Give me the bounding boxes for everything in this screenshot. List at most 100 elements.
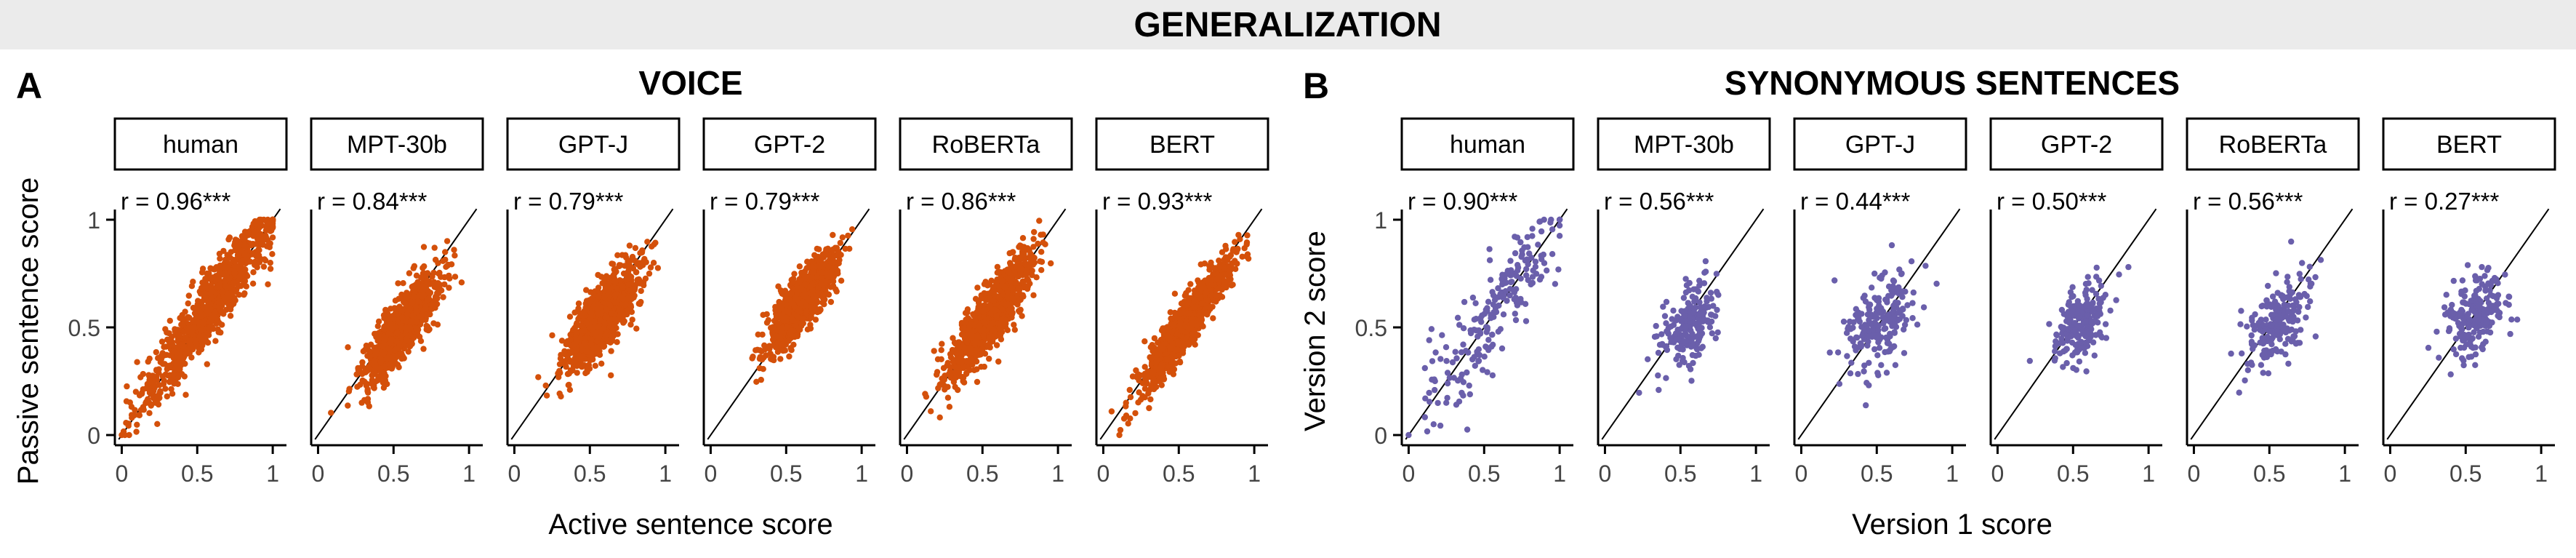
y-tick-label: 1 bbox=[87, 207, 100, 234]
data-point bbox=[235, 283, 241, 290]
data-point bbox=[610, 329, 617, 335]
data-point bbox=[565, 370, 571, 378]
data-point bbox=[590, 324, 596, 330]
data-point bbox=[381, 337, 388, 343]
data-point bbox=[441, 281, 448, 288]
data-point bbox=[164, 329, 170, 336]
data-point bbox=[249, 223, 256, 230]
data-point bbox=[206, 319, 212, 325]
data-point bbox=[222, 264, 229, 271]
data-point bbox=[549, 332, 555, 339]
data-point bbox=[442, 249, 449, 255]
data-point bbox=[230, 279, 237, 286]
data-point bbox=[202, 284, 209, 290]
data-point bbox=[243, 283, 249, 290]
data-point bbox=[611, 270, 618, 276]
data-point bbox=[588, 351, 595, 357]
data-point bbox=[232, 288, 239, 295]
data-point bbox=[190, 324, 198, 331]
data-point bbox=[246, 258, 254, 265]
x-tick-label: 0 bbox=[508, 461, 521, 487]
data-point bbox=[409, 312, 416, 319]
data-point bbox=[1038, 249, 1045, 255]
correlation-label: r = 0.86*** bbox=[906, 188, 1016, 215]
data-point bbox=[345, 344, 351, 351]
data-point bbox=[211, 314, 218, 320]
data-point bbox=[939, 340, 945, 347]
data-point bbox=[208, 287, 214, 294]
data-point bbox=[138, 391, 145, 397]
data-point bbox=[393, 305, 399, 312]
data-point bbox=[803, 265, 810, 271]
data-point bbox=[980, 327, 987, 333]
data-point bbox=[944, 394, 952, 401]
data-point bbox=[1016, 244, 1022, 250]
data-point bbox=[359, 359, 366, 366]
data-point bbox=[622, 252, 629, 258]
data-point bbox=[236, 252, 242, 259]
data-point bbox=[269, 251, 276, 258]
data-point bbox=[1011, 256, 1019, 263]
data-point bbox=[949, 346, 956, 354]
data-point bbox=[199, 279, 206, 286]
data-point bbox=[996, 268, 1003, 276]
data-point bbox=[195, 298, 201, 304]
data-point bbox=[257, 223, 264, 229]
data-point bbox=[601, 325, 607, 332]
data-point bbox=[1030, 292, 1037, 298]
data-point bbox=[625, 281, 633, 288]
data-point bbox=[986, 334, 992, 341]
data-point bbox=[401, 355, 407, 362]
data-point bbox=[819, 260, 826, 267]
data-point bbox=[974, 378, 981, 386]
facet-label: GPT-J bbox=[558, 131, 628, 159]
data-point bbox=[231, 270, 238, 276]
data-point bbox=[241, 290, 248, 297]
data-point bbox=[995, 358, 1002, 365]
data-point bbox=[607, 339, 614, 346]
data-point bbox=[603, 306, 610, 314]
data-point bbox=[583, 319, 590, 326]
data-point bbox=[217, 329, 224, 336]
data-point bbox=[123, 398, 130, 404]
data-point bbox=[434, 322, 441, 328]
data-point bbox=[251, 228, 258, 235]
data-point bbox=[595, 293, 602, 300]
data-point bbox=[987, 344, 993, 351]
data-point bbox=[614, 285, 620, 292]
data-point bbox=[1009, 249, 1016, 256]
data-point bbox=[619, 294, 625, 300]
data-point bbox=[782, 317, 790, 324]
data-point bbox=[432, 305, 438, 311]
data-point bbox=[126, 431, 132, 439]
data-point bbox=[588, 340, 595, 348]
data-point bbox=[611, 316, 619, 322]
data-point bbox=[134, 421, 140, 428]
data-point bbox=[566, 314, 574, 320]
data-point bbox=[573, 336, 580, 343]
data-point bbox=[410, 286, 417, 292]
facet-label: BERT bbox=[1149, 131, 1215, 159]
data-point bbox=[968, 349, 974, 356]
data-point bbox=[377, 358, 385, 365]
data-point bbox=[180, 322, 186, 328]
data-point bbox=[785, 308, 793, 314]
data-point bbox=[974, 366, 980, 372]
data-point bbox=[581, 327, 588, 334]
data-point bbox=[133, 429, 140, 435]
data-point bbox=[1004, 327, 1011, 333]
data-point bbox=[561, 350, 568, 356]
data-point bbox=[385, 330, 392, 337]
data-point bbox=[169, 391, 176, 397]
data-point bbox=[252, 241, 259, 247]
data-point bbox=[249, 280, 257, 287]
data-point bbox=[131, 412, 137, 419]
correlation-label: r = 0.79*** bbox=[710, 188, 820, 215]
data-point bbox=[224, 252, 230, 258]
data-point bbox=[612, 278, 619, 284]
data-point bbox=[436, 269, 443, 276]
data-point bbox=[966, 327, 972, 333]
data-point bbox=[595, 271, 601, 279]
data-point bbox=[431, 244, 438, 251]
